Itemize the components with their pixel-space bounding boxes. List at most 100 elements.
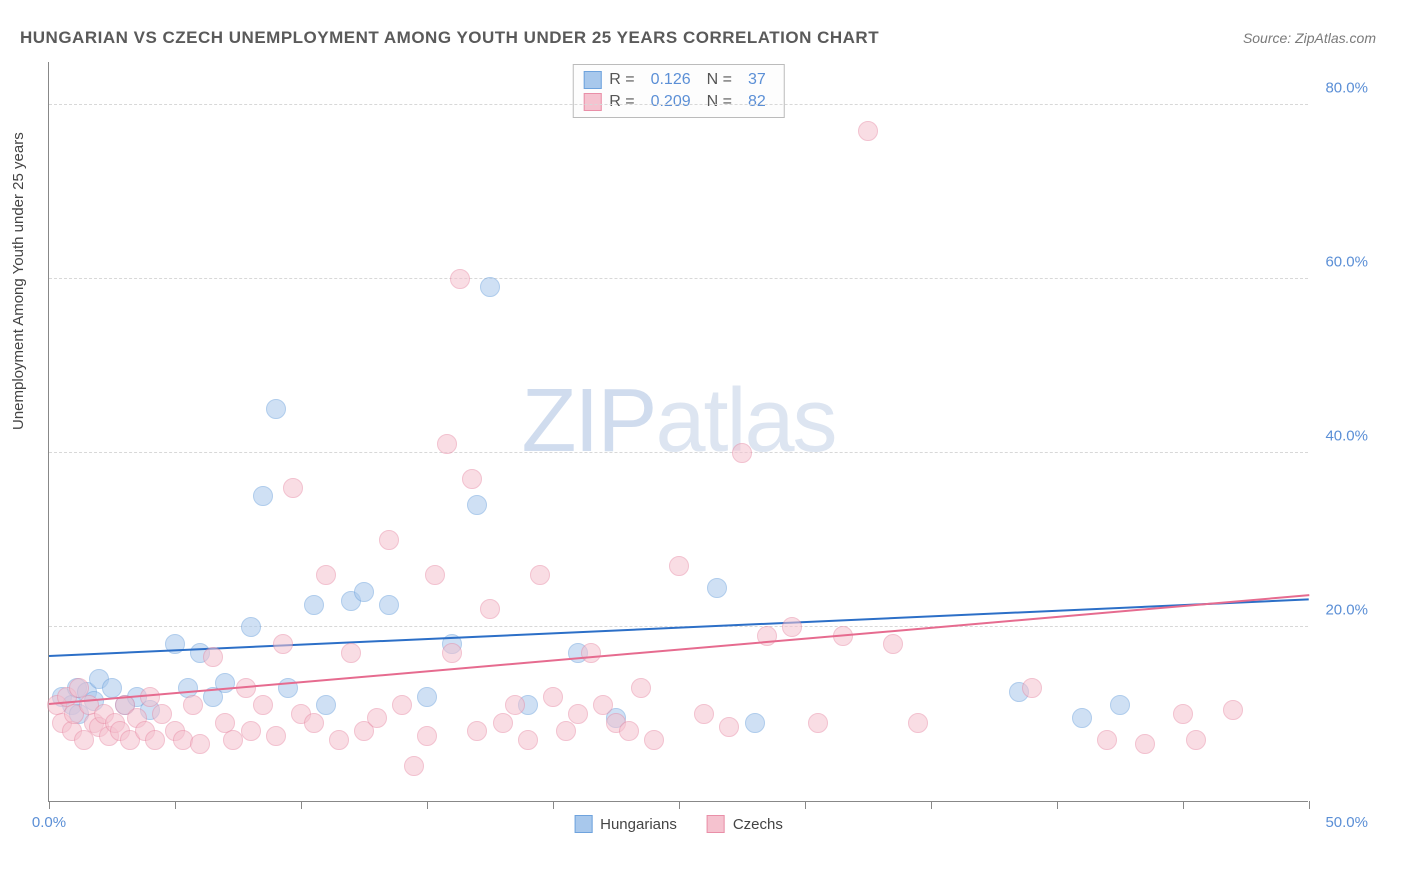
scatter-point-czechs [1135, 734, 1155, 754]
legend-row-hungarians: R = 0.126 N = 37 [583, 69, 774, 91]
legend-r-value: 0.126 [651, 71, 691, 89]
scatter-point-czechs [732, 443, 752, 463]
scatter-point-czechs [442, 643, 462, 663]
legend-row-czechs: R = 0.209 N = 82 [583, 91, 774, 113]
scatter-point-hungarians [1110, 695, 1130, 715]
scatter-point-czechs [379, 530, 399, 550]
plot-area: ZIPatlas R =0.126N =37R =0.209N =82 Hung… [48, 62, 1308, 802]
scatter-point-czechs [480, 599, 500, 619]
scatter-point-czechs [782, 617, 802, 637]
scatter-point-czechs [273, 634, 293, 654]
scatter-point-hungarians [707, 578, 727, 598]
series-legend-item-hungarians: Hungarians [574, 815, 677, 833]
scatter-point-czechs [1022, 678, 1042, 698]
scatter-point-czechs [190, 734, 210, 754]
scatter-point-hungarians [1072, 708, 1092, 728]
x-tick [553, 801, 554, 809]
x-tick [301, 801, 302, 809]
scatter-point-czechs [392, 695, 412, 715]
chart-title: HUNGARIAN VS CZECH UNEMPLOYMENT AMONG YO… [20, 28, 879, 48]
scatter-point-czechs [316, 565, 336, 585]
x-tick [1183, 801, 1184, 809]
scatter-point-czechs [619, 721, 639, 741]
scatter-point-hungarians [467, 495, 487, 515]
scatter-point-czechs [493, 713, 513, 733]
scatter-point-czechs [505, 695, 525, 715]
y-tick-label: 60.0% [1325, 253, 1368, 270]
scatter-point-czechs [437, 434, 457, 454]
scatter-point-czechs [417, 726, 437, 746]
scatter-point-czechs [145, 730, 165, 750]
y-tick-label: 20.0% [1325, 601, 1368, 618]
legend-n-value: 82 [748, 93, 766, 111]
scatter-point-hungarians [241, 617, 261, 637]
legend-n-label: N = [707, 71, 732, 89]
scatter-point-czechs [467, 721, 487, 741]
legend-r-label: R = [609, 71, 634, 89]
scatter-point-czechs [530, 565, 550, 585]
trend-line-czechs [49, 594, 1309, 705]
scatter-point-czechs [425, 565, 445, 585]
scatter-point-czechs [283, 478, 303, 498]
series-label: Hungarians [600, 816, 677, 833]
legend-n-value: 37 [748, 71, 766, 89]
scatter-point-czechs [367, 708, 387, 728]
legend-swatch-czechs [583, 93, 601, 111]
scatter-point-czechs [241, 721, 261, 741]
scatter-point-czechs [858, 121, 878, 141]
scatter-point-czechs [183, 695, 203, 715]
scatter-point-hungarians [316, 695, 336, 715]
scatter-point-czechs [1173, 704, 1193, 724]
scatter-point-hungarians [480, 277, 500, 297]
scatter-point-czechs [543, 687, 563, 707]
scatter-point-hungarians [102, 678, 122, 698]
x-tick [1309, 801, 1310, 809]
series-swatch-czechs [707, 815, 725, 833]
x-tick [1057, 801, 1058, 809]
scatter-point-czechs [304, 713, 324, 733]
y-tick-label: 80.0% [1325, 79, 1368, 96]
source-label: Source: [1243, 30, 1291, 46]
legend-r-value: 0.209 [651, 93, 691, 111]
scatter-point-czechs [908, 713, 928, 733]
scatter-point-hungarians [417, 687, 437, 707]
grid-line [49, 104, 1308, 105]
x-tick [427, 801, 428, 809]
x-tick [175, 801, 176, 809]
scatter-point-czechs [341, 643, 361, 663]
source-citation: Source: ZipAtlas.com [1243, 30, 1376, 46]
scatter-point-czechs [203, 647, 223, 667]
series-legend: Hungarians Czechs [574, 815, 783, 833]
scatter-point-czechs [593, 695, 613, 715]
scatter-point-hungarians [253, 486, 273, 506]
scatter-point-czechs [644, 730, 664, 750]
scatter-point-czechs [694, 704, 714, 724]
legend-swatch-hungarians [583, 71, 601, 89]
scatter-point-hungarians [266, 399, 286, 419]
scatter-point-czechs [450, 269, 470, 289]
scatter-point-czechs [462, 469, 482, 489]
watermark-zip: ZIP [521, 371, 655, 471]
scatter-point-hungarians [379, 595, 399, 615]
legend-r-label: R = [609, 93, 634, 111]
scatter-point-czechs [329, 730, 349, 750]
scatter-point-czechs [253, 695, 273, 715]
scatter-point-czechs [719, 717, 739, 737]
series-legend-item-czechs: Czechs [707, 815, 783, 833]
scatter-point-czechs [556, 721, 576, 741]
x-tick-label: 0.0% [32, 814, 66, 831]
legend-n-label: N = [707, 93, 732, 111]
x-tick [49, 801, 50, 809]
scatter-point-hungarians [304, 595, 324, 615]
scatter-point-hungarians [354, 582, 374, 602]
correlation-legend: R = 0.126 N = 37 R = 0.209 N = 82 [572, 64, 785, 118]
grid-line [49, 278, 1308, 279]
scatter-point-czechs [404, 756, 424, 776]
scatter-point-czechs [518, 730, 538, 750]
x-tick [805, 801, 806, 809]
scatter-point-czechs [1223, 700, 1243, 720]
scatter-point-czechs [152, 704, 172, 724]
grid-line [49, 452, 1308, 453]
scatter-point-czechs [669, 556, 689, 576]
series-label: Czechs [733, 816, 783, 833]
